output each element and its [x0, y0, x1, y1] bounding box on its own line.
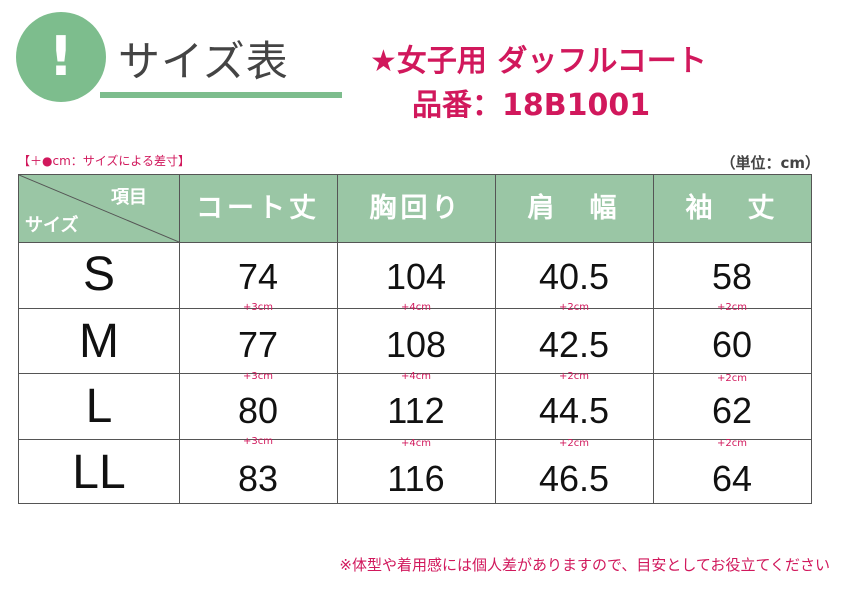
col-header-chest: 胸回り — [369, 193, 463, 224]
cell-value: 104 — [385, 256, 447, 297]
grade-increment: +2cm — [717, 302, 747, 313]
product-code: 品番：18B1001 — [412, 88, 651, 123]
cell-value: 80 — [237, 390, 279, 431]
table-header-row — [19, 175, 811, 242]
grade-increment: +2cm — [559, 371, 589, 382]
alert-badge-icon: ! — [16, 12, 106, 102]
grid-line — [19, 242, 811, 243]
grade-increment: +2cm — [717, 373, 747, 384]
grade-legend: 【＋●cm：サイズによる差寸】 — [18, 154, 191, 168]
cell-value: 83 — [237, 458, 279, 499]
grid-line — [19, 373, 811, 374]
footnote: ※体型や着用感には個人差がありますので、目安としてお役立てください — [339, 556, 830, 574]
title-underline — [100, 92, 342, 98]
grade-increment: +2cm — [717, 438, 747, 449]
grid-line — [19, 439, 811, 440]
grade-increment: +3cm — [243, 436, 273, 447]
page-title: サイズ表 — [118, 37, 289, 86]
corner-label-items: 項目 — [111, 187, 147, 208]
product-name: ★女子用 ダッフルコート — [370, 44, 707, 79]
grid-line — [653, 175, 654, 503]
cell-value: 62 — [711, 390, 753, 431]
size-label-l: L — [85, 380, 113, 433]
size-label-s: S — [82, 248, 115, 301]
cell-value: 74 — [237, 256, 279, 297]
cell-value: 46.5 — [538, 458, 610, 499]
grid-line — [337, 175, 338, 503]
grid-line — [19, 308, 811, 309]
cell-value: 60 — [711, 324, 753, 365]
cell-value: 42.5 — [538, 324, 610, 365]
cell-value: 112 — [387, 390, 445, 431]
cell-value: 116 — [387, 458, 445, 499]
col-header-sleeve: 袖 丈 — [685, 193, 779, 224]
size-label-ll: LL — [72, 446, 126, 499]
grade-increment: +2cm — [559, 438, 589, 449]
col-header-shoulder: 肩 幅 — [527, 193, 621, 224]
grade-increment: +2cm — [559, 302, 589, 313]
cell-value: 77 — [237, 324, 279, 365]
size-table: 項目 サイズ コート丈 胸回り 肩 幅 袖 丈 S M L LL 74 104 … — [18, 174, 812, 504]
grid-line — [179, 175, 180, 503]
size-label-m: M — [79, 315, 119, 368]
cell-value: 108 — [385, 324, 447, 365]
grade-increment: +4cm — [401, 371, 431, 382]
corner-diagonal — [19, 175, 179, 242]
grid-line — [495, 175, 496, 503]
grade-increment: +3cm — [243, 371, 273, 382]
grade-increment: +3cm — [243, 302, 273, 313]
cell-value: 58 — [711, 256, 753, 297]
corner-label-size: サイズ — [25, 215, 79, 236]
cell-value: 44.5 — [538, 390, 610, 431]
col-header-coat-length: コート丈 — [196, 193, 320, 224]
unit-label: （単位：cm） — [720, 154, 820, 172]
cell-value: 40.5 — [538, 256, 610, 297]
cell-value: 64 — [711, 458, 753, 499]
grade-increment: +4cm — [401, 302, 431, 313]
grade-increment: +4cm — [401, 438, 431, 449]
